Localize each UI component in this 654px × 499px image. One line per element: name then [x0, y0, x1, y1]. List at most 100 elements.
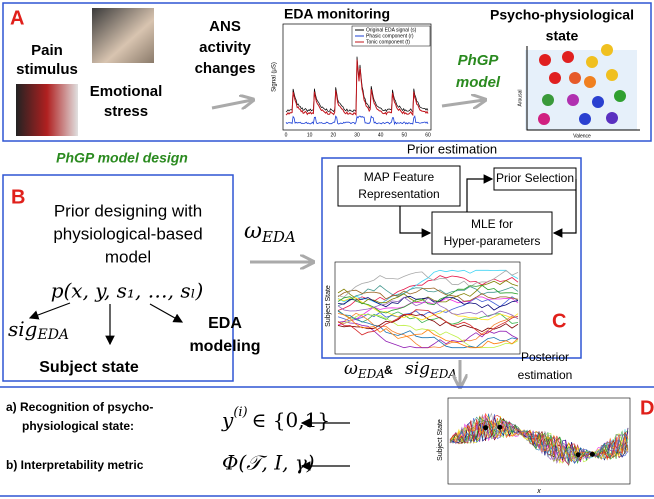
legend-label: Original EDA signal (s) — [366, 27, 417, 33]
state-title: Psycho-physiological — [490, 7, 634, 23]
stress-label: Emotional — [90, 83, 163, 100]
sample-curve — [337, 321, 519, 349]
map-label: MAP Feature — [364, 170, 435, 184]
x-tick-label: 0 — [285, 132, 288, 138]
face — [586, 56, 598, 68]
y-base: y — [221, 408, 234, 432]
state-title: state — [546, 28, 579, 44]
formula: p(x, y, s₁, …, sₗ) — [51, 279, 204, 303]
anchor-point — [483, 425, 489, 431]
panel-a-border — [2, 2, 652, 142]
panel-b-border — [2, 174, 234, 382]
recognition-label: a) Recognition of psycho- — [6, 400, 153, 414]
state-axes — [526, 46, 640, 131]
prior-text: Prior designing with — [54, 201, 202, 220]
phasic-line — [285, 115, 429, 126]
ans-label: changes — [195, 60, 256, 77]
arrow — [149, 303, 184, 323]
axis-label: Subject State — [325, 285, 332, 327]
omega-sub: EDA — [261, 228, 296, 246]
posterior-label: Posterior — [521, 350, 569, 364]
posterior-curve — [449, 417, 629, 465]
omega-eda: ωEDA — [344, 359, 385, 381]
omega-sub: EDA — [357, 367, 385, 381]
axis-label: Subject State — [437, 419, 444, 461]
panel-label: C — [552, 310, 566, 332]
y-formula: y(i) ∈ {0,1} — [221, 405, 330, 432]
arrow — [552, 179, 577, 238]
subject-state: Subject state — [39, 359, 139, 376]
omega-base: ω — [244, 219, 262, 244]
panel-label: A — [10, 7, 24, 29]
anchor-point — [575, 452, 581, 458]
mle-box — [431, 211, 553, 255]
model-label: model — [456, 74, 501, 91]
posterior-curve — [449, 415, 629, 466]
face — [614, 90, 626, 102]
sig-sub: EDA — [36, 327, 69, 343]
map-label: Representation — [358, 187, 439, 201]
arrow — [466, 174, 494, 212]
interpretability-label: b) Interpretability metric — [6, 458, 144, 472]
axis-label: x — [536, 488, 541, 495]
arrow — [28, 302, 71, 320]
sig-base: sig — [405, 359, 430, 379]
sample-curve — [337, 313, 519, 333]
x-tick-label: 60 — [425, 132, 431, 138]
sig-base: sig — [8, 317, 37, 341]
eda-plot — [285, 56, 429, 126]
face — [549, 72, 561, 84]
sample-curve — [337, 284, 519, 314]
x-tick-label: 30 — [354, 132, 360, 138]
model-label: PhGP — [458, 52, 500, 69]
axis-label: Arousal — [517, 90, 523, 107]
y-sup: (i) — [233, 405, 247, 420]
arrow — [399, 206, 432, 238]
sample-curve — [337, 270, 519, 298]
posterior-curve — [449, 416, 629, 465]
sig-eda: sigEDA — [8, 317, 69, 344]
x-tick-label: 20 — [331, 132, 337, 138]
posterior-label: estimation — [518, 368, 573, 382]
signal-line — [285, 56, 429, 113]
stress-photo — [16, 84, 78, 136]
sig-sub: EDA — [429, 367, 457, 381]
face — [606, 69, 618, 81]
map-box — [337, 165, 461, 207]
face — [542, 94, 554, 106]
ans-label: activity — [199, 39, 251, 56]
x-tick-label: 10 — [307, 132, 313, 138]
sample-curve — [337, 313, 519, 349]
face — [601, 44, 613, 56]
sample-curve — [337, 280, 519, 305]
face — [584, 76, 596, 88]
design-title: PhGP model design — [56, 150, 188, 166]
y-rest: ∈ {0,1} — [252, 408, 330, 432]
ampersand: & — [384, 363, 393, 377]
face — [592, 96, 604, 108]
sample-curve — [337, 297, 519, 321]
prior-plot — [337, 269, 519, 349]
eda-title: EDA monitoring — [284, 6, 390, 22]
x-ticks: 0 10 20 30 40 50 60 — [285, 132, 431, 138]
stress-label: stress — [104, 103, 148, 120]
pain-label: stimulus — [16, 61, 78, 78]
eda-modeling: modeling — [189, 338, 260, 355]
anchor-point — [497, 424, 503, 430]
phi-formula: Φ(𝒯, I, γ) — [222, 451, 315, 475]
face — [539, 54, 551, 66]
face — [606, 112, 618, 124]
omega-base: ω — [344, 359, 358, 379]
arrow — [441, 100, 484, 106]
recognition-label: physiological state: — [22, 419, 134, 433]
posterior-plot — [449, 412, 629, 467]
omega-eda: ωEDA — [244, 219, 296, 246]
anchor-point — [589, 451, 595, 457]
panel-label: D — [640, 397, 654, 419]
pain-label: Pain — [31, 42, 63, 59]
mle-label: Hyper-parameters — [444, 234, 541, 248]
arrow — [211, 100, 252, 108]
prior-text: physiological-based — [53, 224, 202, 243]
legend — [351, 25, 431, 47]
